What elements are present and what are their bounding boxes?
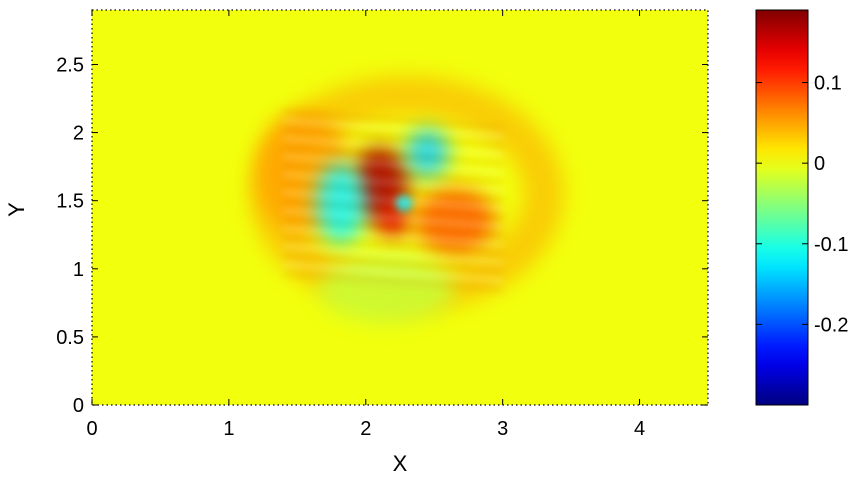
- x-tick-label: 4: [634, 418, 645, 440]
- colorbar-tick-label: 0: [814, 153, 825, 175]
- y-tick-label: 0.5: [56, 327, 84, 349]
- colorbar-tick-label: -0.2: [814, 314, 848, 336]
- y-axis-label: Y: [4, 202, 29, 217]
- heatmap-stripes: [283, 110, 504, 292]
- colorbar: 0.1 0 -0.1 -0.2: [755, 9, 848, 406]
- y-tick-label: 0: [73, 395, 84, 417]
- plot-frame: [91, 9, 709, 406]
- x-tick-label: 1: [223, 418, 234, 440]
- x-tick-label: 2: [360, 418, 371, 440]
- axes: 0 1 2 3 4 0 0.5 1 1.5 2 2.5: [56, 9, 709, 440]
- colorbar-gradient: [755, 9, 809, 406]
- heatmap-trough: [395, 195, 413, 212]
- heatmap-trough: [317, 255, 455, 324]
- y-tick-label: 1.5: [56, 191, 84, 213]
- heatmap-plot: [92, 10, 708, 405]
- y-tick-label: 2: [73, 123, 84, 145]
- colorbar-tick-label: 0.1: [814, 73, 842, 95]
- y-tick-label: 1: [73, 259, 84, 281]
- x-axis-label: X: [393, 451, 408, 476]
- heatmap-trough: [405, 128, 450, 178]
- y-tick-label: 2.5: [56, 54, 84, 76]
- x-tick-label: 0: [86, 418, 97, 440]
- colorbar-tick-label: -0.1: [814, 234, 848, 256]
- x-tick-label: 3: [497, 418, 508, 440]
